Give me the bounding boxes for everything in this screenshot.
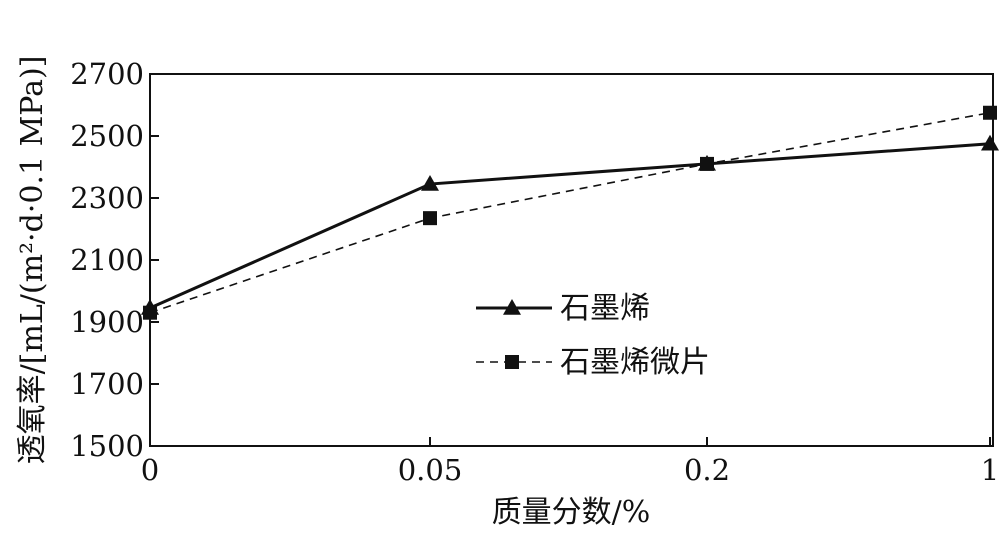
y-tick-label: 1900 [70,305,144,339]
x-tick-label: 1 [981,453,999,487]
square-marker [983,105,997,120]
y-tick-label: 2700 [70,57,144,91]
triangle-marker [421,175,439,191]
y-tick-label: 2300 [70,181,144,215]
x-tick-label: 0 [141,453,159,487]
legend-label: 石墨烯微片 [560,345,710,380]
x-axis-title: 质量分数/% [492,495,651,530]
series-layer [141,105,999,320]
legend-label: 石墨烯 [560,291,650,326]
x-tick-label: 0.2 [684,453,730,487]
legend-item: 石墨烯微片 [476,345,710,380]
y-axis-ticks: 1500 1700 1900 2100 2300 2500 2700 [70,57,159,463]
series-line [149,111,991,314]
square-marker [505,355,519,369]
x-tick-label: 0.05 [398,453,463,487]
y-tick-label: 1500 [70,429,144,463]
square-marker [143,305,157,320]
y-tick-label: 1700 [70,367,144,401]
plot-frame [149,73,994,447]
square-marker [700,156,714,171]
series-line [149,142,991,310]
series-2 [143,105,997,320]
series-1 [141,134,999,315]
triangle-marker [503,299,521,315]
x-axis-ticks: 0 0.05 0.2 1 [141,437,999,487]
y-tick-label: 2500 [70,119,144,153]
legend-item: 石墨烯 [476,291,650,326]
square-marker [423,211,437,226]
y-tick-label: 2100 [70,243,144,277]
y-axis-title: 透氧率/[mL/(m²·d·0.1 MPa)] [15,56,50,465]
triangle-marker [981,134,999,151]
